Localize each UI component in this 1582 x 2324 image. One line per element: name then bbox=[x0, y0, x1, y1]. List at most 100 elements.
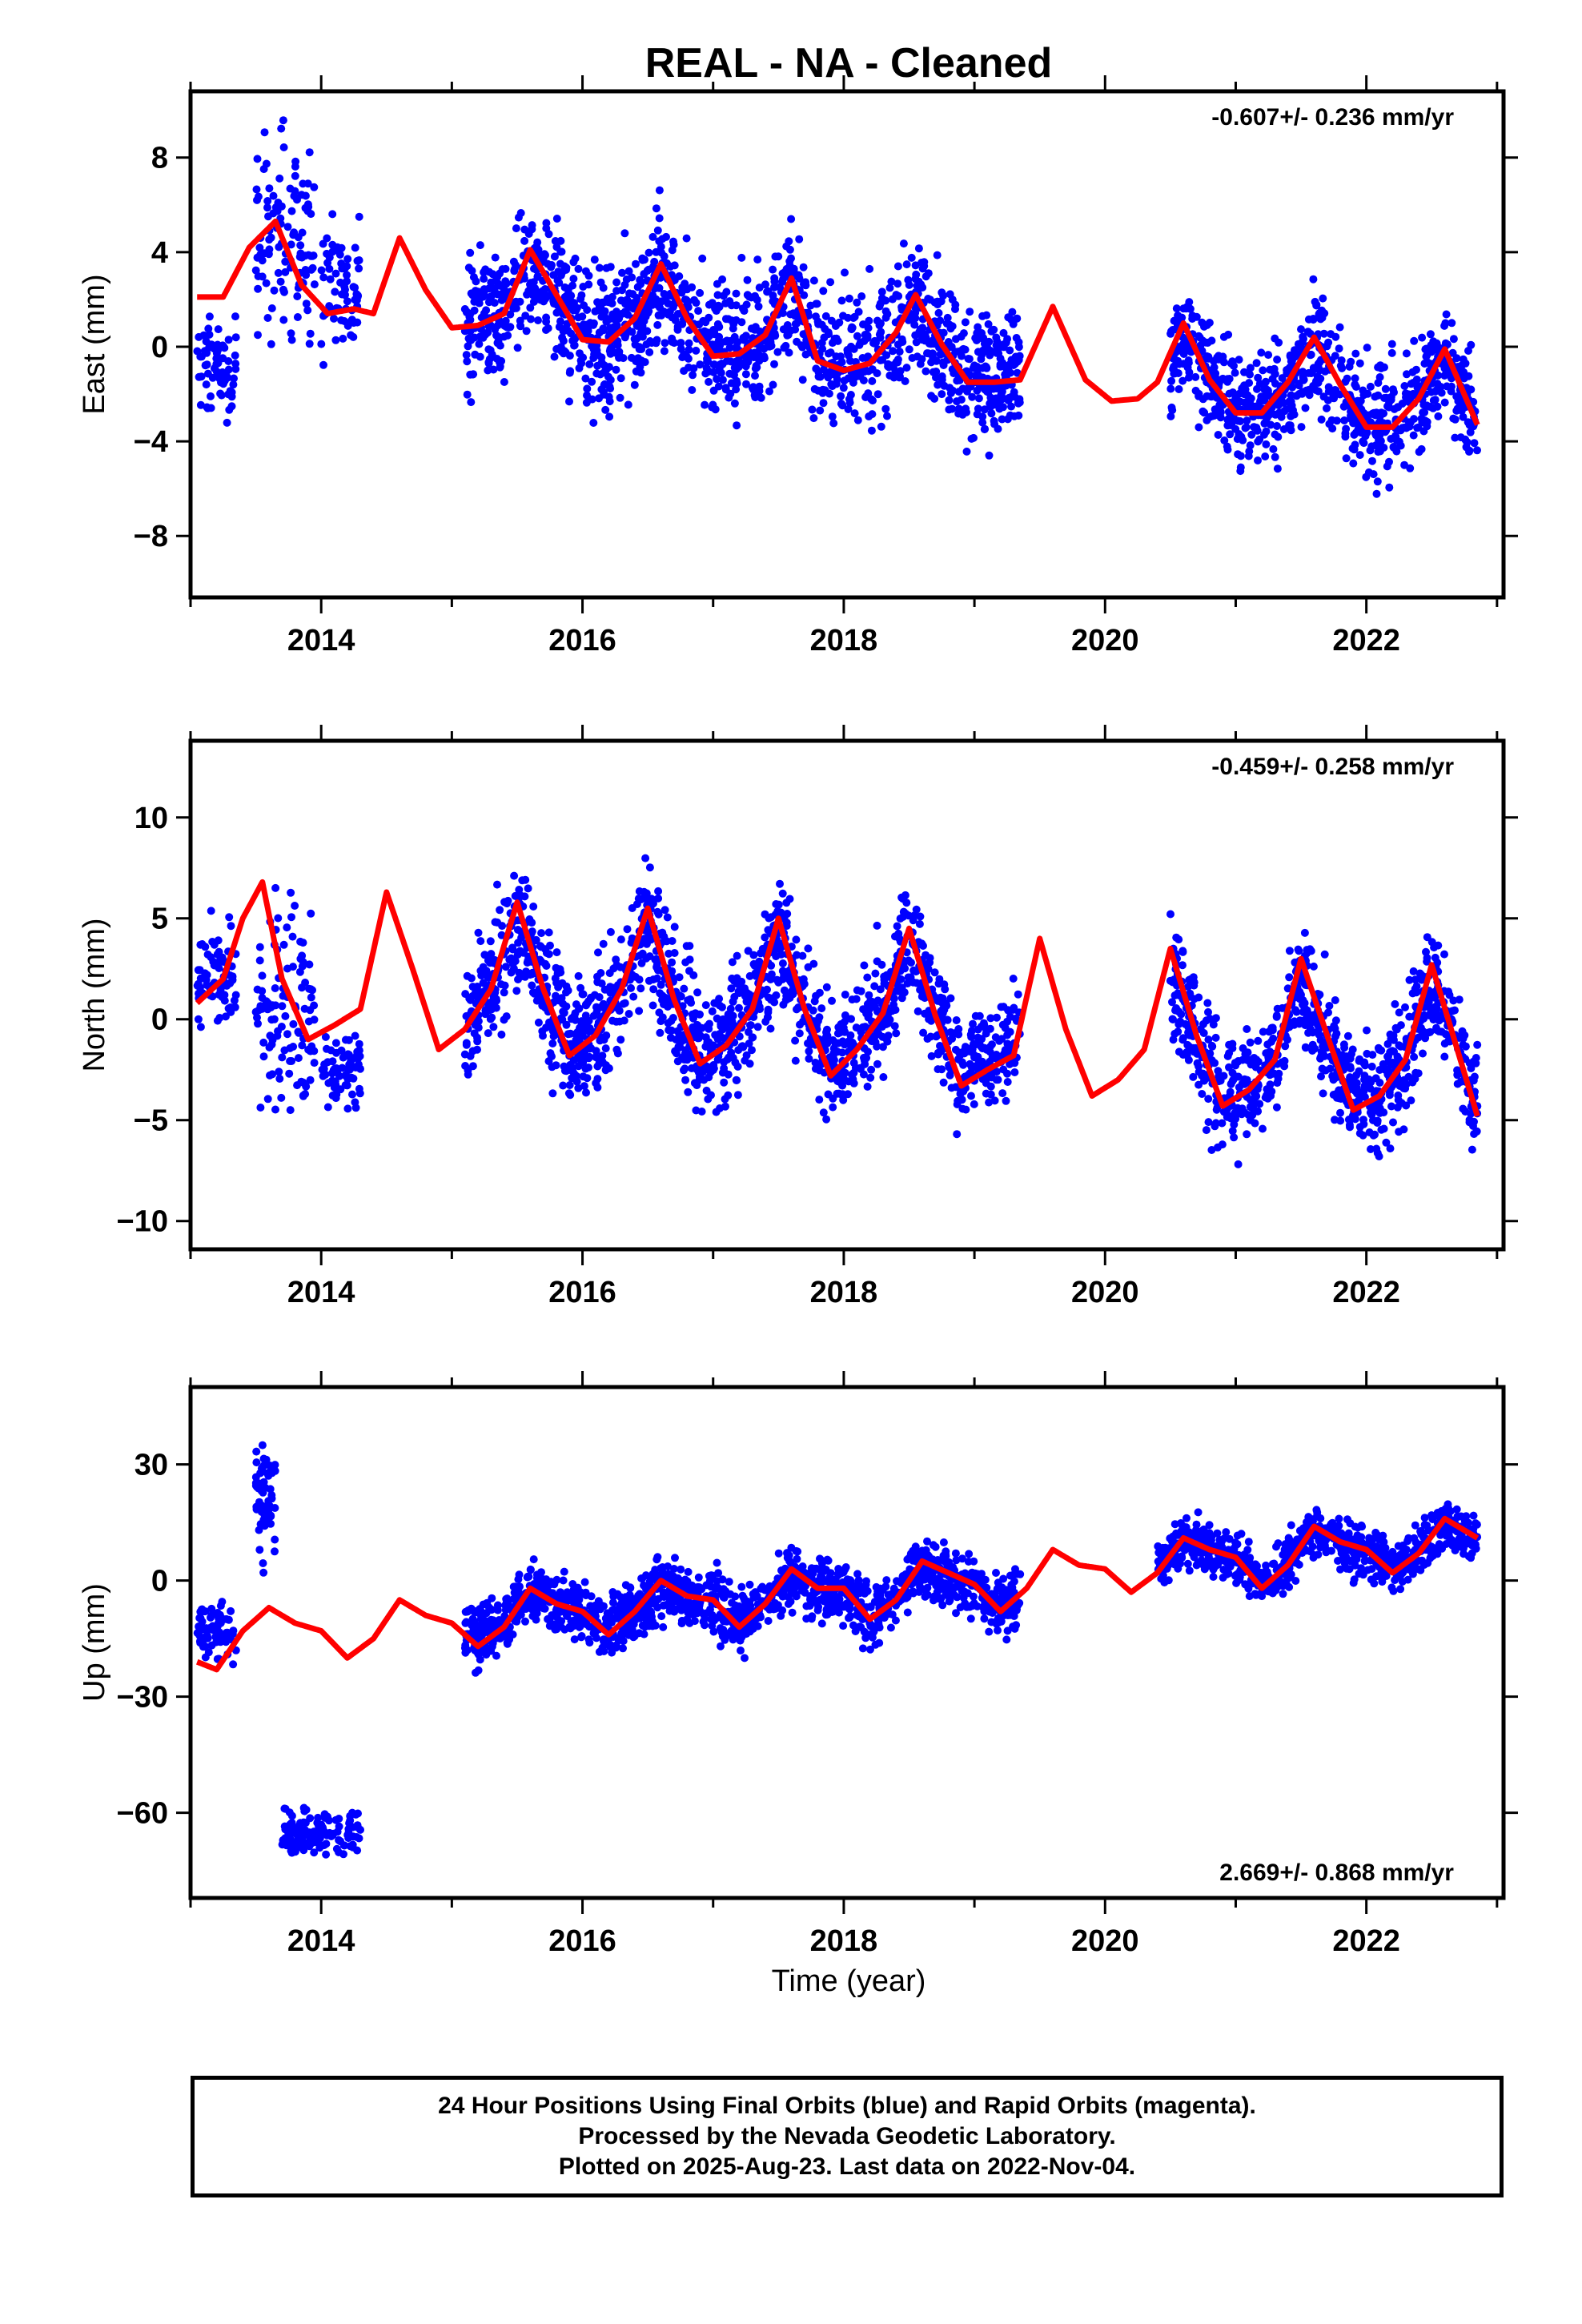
y-tick-label: −4 bbox=[134, 425, 168, 459]
observation-point bbox=[710, 360, 719, 369]
observation-point bbox=[934, 1050, 942, 1059]
observation-point bbox=[701, 1001, 710, 1010]
observation-point bbox=[731, 1058, 740, 1067]
observation-point bbox=[544, 950, 553, 959]
observation-point bbox=[608, 987, 617, 995]
observation-point bbox=[552, 948, 561, 957]
observation-point bbox=[1318, 1064, 1327, 1073]
observation-point bbox=[568, 281, 577, 290]
observation-point bbox=[557, 347, 566, 356]
observation-point bbox=[551, 237, 560, 245]
observation-point bbox=[464, 342, 472, 351]
observation-point bbox=[616, 1035, 625, 1044]
observation-point bbox=[681, 958, 690, 967]
observation-point bbox=[486, 1015, 495, 1023]
observation-point bbox=[1202, 338, 1211, 347]
observation-point bbox=[1254, 373, 1263, 382]
observation-point bbox=[987, 409, 996, 418]
observation-point bbox=[1348, 444, 1357, 452]
observation-point bbox=[934, 308, 943, 317]
observation-point bbox=[1209, 1020, 1218, 1029]
observation-point bbox=[567, 1015, 576, 1023]
observation-point bbox=[279, 940, 288, 949]
observation-point bbox=[355, 212, 363, 221]
observation-point bbox=[776, 879, 784, 888]
observation-point bbox=[987, 327, 996, 336]
observation-point bbox=[203, 950, 212, 959]
observation-point bbox=[1001, 1023, 1010, 1032]
observation-point bbox=[1223, 442, 1231, 451]
observation-point bbox=[1003, 415, 1012, 424]
observation-point bbox=[253, 1013, 261, 1022]
observation-point bbox=[227, 922, 235, 931]
observation-point bbox=[654, 894, 663, 903]
observation-point bbox=[274, 268, 283, 277]
observation-point bbox=[253, 195, 261, 204]
observation-point bbox=[291, 163, 299, 171]
observation-point bbox=[755, 283, 764, 292]
observation-point bbox=[1010, 1068, 1019, 1076]
observation-point bbox=[749, 383, 757, 392]
observation-point bbox=[974, 394, 983, 403]
observation-point bbox=[746, 1021, 754, 1030]
observation-point bbox=[330, 1092, 339, 1100]
observation-point bbox=[1009, 975, 1018, 983]
observation-point bbox=[1470, 439, 1479, 448]
observation-point bbox=[603, 315, 612, 324]
observation-point bbox=[800, 979, 809, 988]
observation-point bbox=[1452, 354, 1461, 363]
observation-point bbox=[647, 935, 656, 944]
observation-point bbox=[829, 419, 838, 428]
observation-point bbox=[845, 294, 853, 303]
observation-point bbox=[1383, 1067, 1392, 1076]
observation-point bbox=[512, 224, 520, 233]
observation-point bbox=[913, 1007, 922, 1015]
observation-point bbox=[1003, 1039, 1012, 1048]
observation-point bbox=[1373, 1119, 1382, 1127]
observation-point bbox=[569, 275, 578, 283]
observation-point bbox=[1374, 1043, 1383, 1052]
observation-point bbox=[783, 321, 792, 329]
observation-point bbox=[296, 955, 305, 963]
observation-point bbox=[1011, 1014, 1020, 1023]
observation-point bbox=[1343, 374, 1351, 383]
observation-point bbox=[1363, 1049, 1371, 1058]
model-curve bbox=[195, 218, 1480, 430]
observation-point bbox=[522, 327, 531, 336]
observation-point bbox=[1231, 368, 1239, 377]
observation-point bbox=[732, 385, 741, 394]
observation-point bbox=[1006, 368, 1014, 377]
observation-point bbox=[817, 339, 826, 348]
observation-point bbox=[550, 252, 559, 261]
observation-point bbox=[725, 344, 734, 352]
observation-point bbox=[307, 909, 315, 918]
observation-point bbox=[653, 320, 662, 329]
observation-point bbox=[683, 352, 691, 361]
observation-point bbox=[665, 1026, 673, 1035]
observation-point bbox=[877, 422, 885, 431]
observation-point bbox=[763, 337, 772, 346]
observation-point bbox=[816, 372, 825, 381]
observation-point bbox=[718, 376, 727, 384]
observation-point bbox=[678, 1053, 687, 1062]
observation-point bbox=[214, 325, 223, 334]
observation-point bbox=[218, 993, 227, 1001]
observation-point bbox=[262, 159, 271, 168]
observation-point bbox=[1432, 385, 1441, 394]
observation-point bbox=[223, 418, 231, 427]
observation-point bbox=[493, 279, 502, 287]
observation-point bbox=[840, 1040, 849, 1049]
observation-point bbox=[1003, 1078, 1012, 1086]
observation-point bbox=[1234, 1160, 1243, 1168]
observation-point bbox=[1252, 359, 1261, 368]
observation-point bbox=[268, 1070, 277, 1079]
observation-point bbox=[269, 209, 278, 218]
observation-point bbox=[915, 939, 924, 948]
observation-point bbox=[901, 909, 910, 918]
observation-point bbox=[670, 949, 679, 957]
observation-point bbox=[310, 1015, 319, 1024]
observation-point bbox=[952, 335, 960, 344]
observation-point bbox=[695, 1072, 704, 1081]
observation-point bbox=[203, 360, 211, 369]
observation-point bbox=[737, 1042, 746, 1051]
